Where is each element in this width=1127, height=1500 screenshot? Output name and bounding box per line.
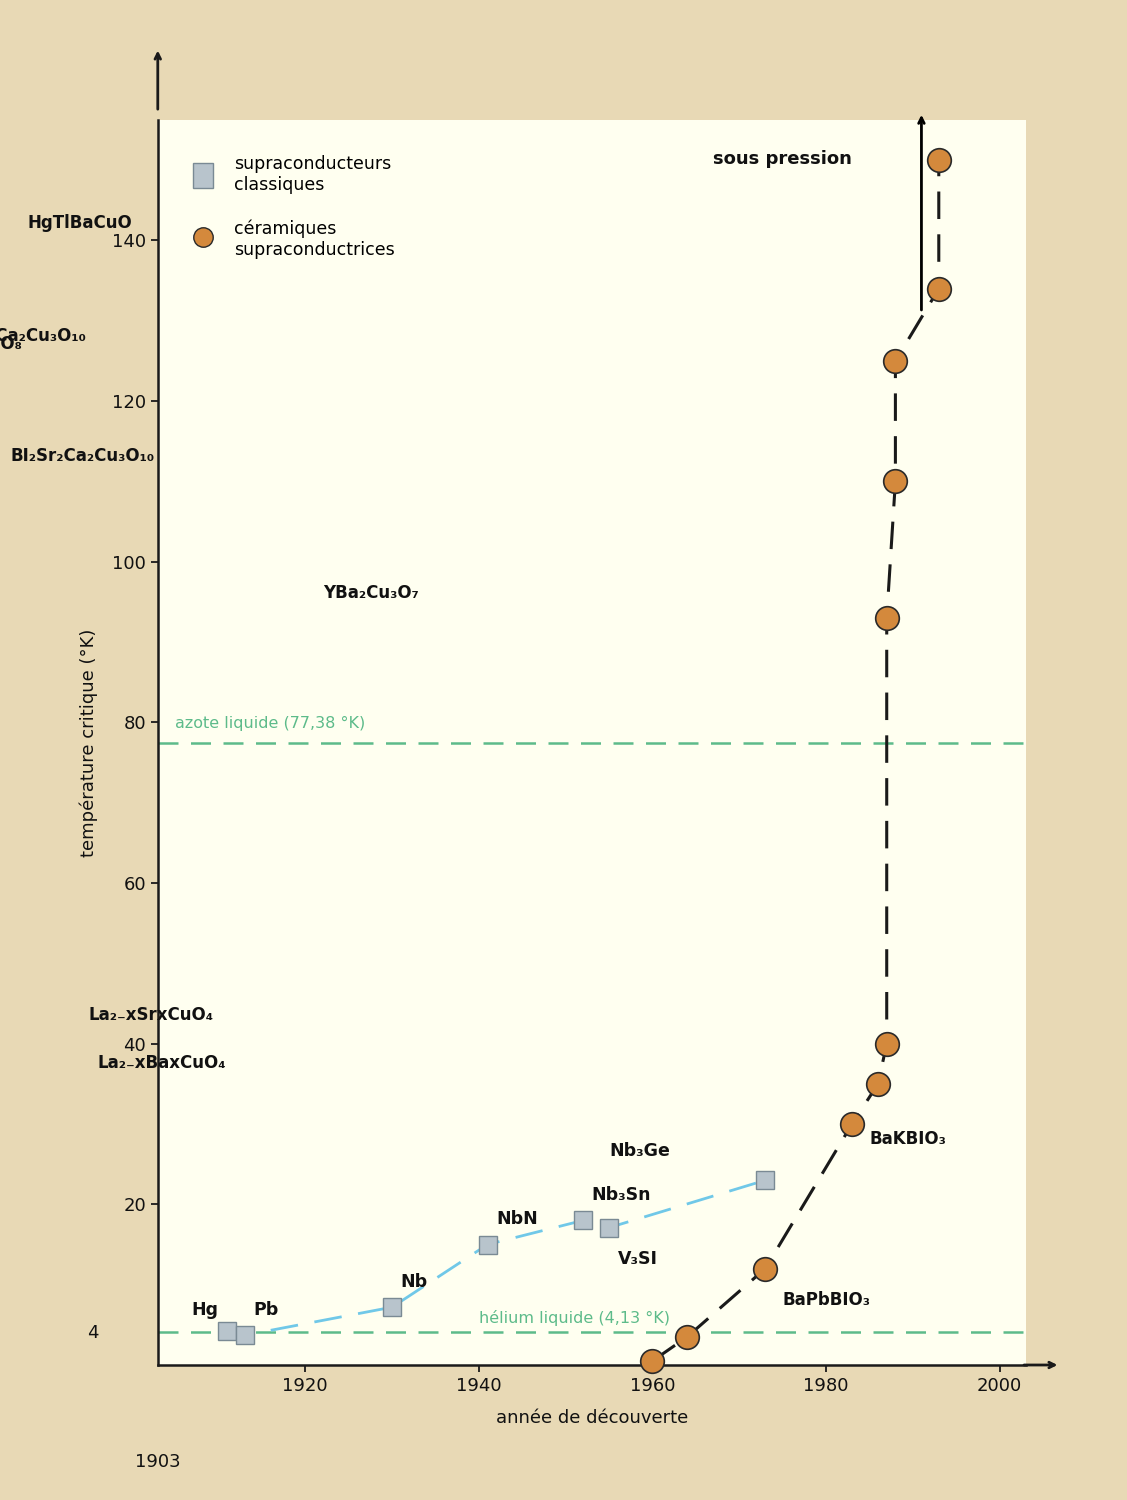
Y-axis label: température critique (°K): température critique (°K) — [80, 628, 98, 856]
Text: Nb: Nb — [401, 1274, 428, 1292]
Text: 4: 4 — [87, 1324, 99, 1342]
Text: sous pression: sous pression — [713, 150, 852, 168]
Text: NbN: NbN — [496, 1210, 538, 1228]
Text: BaPbBIO₃: BaPbBIO₃ — [782, 1292, 870, 1310]
Text: Tl₂Ba₂Ca₂Cu₃O₁₀: Tl₂Ba₂Ca₂Cu₃O₁₀ — [0, 327, 87, 345]
Text: BI₂Sr₂Ca₂Cu₃O₁₀: BI₂Sr₂Ca₂Cu₃O₁₀ — [10, 447, 154, 465]
Text: La₂₋xSrxCuO₄: La₂₋xSrxCuO₄ — [88, 1005, 213, 1023]
Text: V₃SI: V₃SI — [618, 1250, 658, 1268]
Text: HgBa₂Ca₂CU₃O₈: HgBa₂Ca₂CU₃O₈ — [0, 334, 21, 352]
X-axis label: année de découverte: année de découverte — [496, 1408, 687, 1426]
Text: Pb: Pb — [254, 1300, 278, 1318]
Text: Nb₃Ge: Nb₃Ge — [609, 1142, 669, 1160]
Text: hélium liquide (4,13 °K): hélium liquide (4,13 °K) — [479, 1310, 669, 1326]
Text: YBa₂Cu₃O₇: YBa₂Cu₃O₇ — [322, 584, 418, 602]
Text: azote liquide (77,38 °K): azote liquide (77,38 °K) — [175, 717, 365, 732]
Text: La₂₋xBaxCuO₄: La₂₋xBaxCuO₄ — [97, 1054, 225, 1072]
Text: Nb₃Sn: Nb₃Sn — [592, 1186, 651, 1204]
Text: Hg: Hg — [192, 1300, 219, 1318]
Text: 1903: 1903 — [135, 1454, 180, 1472]
Text: HgTlBaCuO: HgTlBaCuO — [27, 214, 132, 232]
Text: BaKBIO₃: BaKBIO₃ — [869, 1130, 947, 1148]
Legend: supraconducteurs
classiques, céramiques
supraconductrices: supraconducteurs classiques, céramiques … — [167, 129, 421, 285]
